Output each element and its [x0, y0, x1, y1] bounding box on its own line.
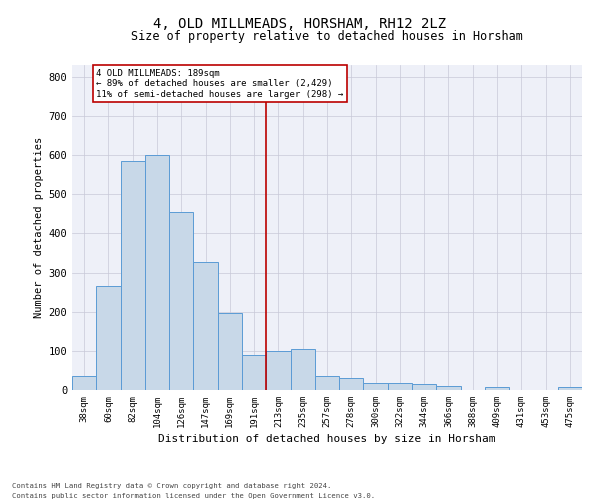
Bar [145, 155, 169, 390]
Bar [388, 384, 412, 390]
Title: Size of property relative to detached houses in Horsham: Size of property relative to detached ho… [131, 30, 523, 43]
Text: 4 OLD MILLMEADS: 189sqm
← 89% of detached houses are smaller (2,429)
11% of semi: 4 OLD MILLMEADS: 189sqm ← 89% of detache… [96, 69, 344, 98]
Bar [72, 376, 96, 390]
Bar [290, 349, 315, 390]
Y-axis label: Number of detached properties: Number of detached properties [34, 137, 44, 318]
Bar [364, 383, 388, 390]
Bar [96, 286, 121, 390]
Bar [485, 388, 509, 390]
Bar [315, 376, 339, 390]
Bar [266, 351, 290, 390]
Bar [121, 161, 145, 390]
Bar [558, 388, 582, 390]
X-axis label: Distribution of detached houses by size in Horsham: Distribution of detached houses by size … [158, 434, 496, 444]
Bar [412, 384, 436, 390]
Bar [169, 212, 193, 390]
Text: 4, OLD MILLMEADS, HORSHAM, RH12 2LZ: 4, OLD MILLMEADS, HORSHAM, RH12 2LZ [154, 18, 446, 32]
Bar [218, 314, 242, 390]
Bar [436, 386, 461, 390]
Bar [242, 355, 266, 390]
Bar [193, 262, 218, 390]
Text: Contains public sector information licensed under the Open Government Licence v3: Contains public sector information licen… [12, 493, 375, 499]
Text: Contains HM Land Registry data © Crown copyright and database right 2024.: Contains HM Land Registry data © Crown c… [12, 483, 331, 489]
Bar [339, 378, 364, 390]
